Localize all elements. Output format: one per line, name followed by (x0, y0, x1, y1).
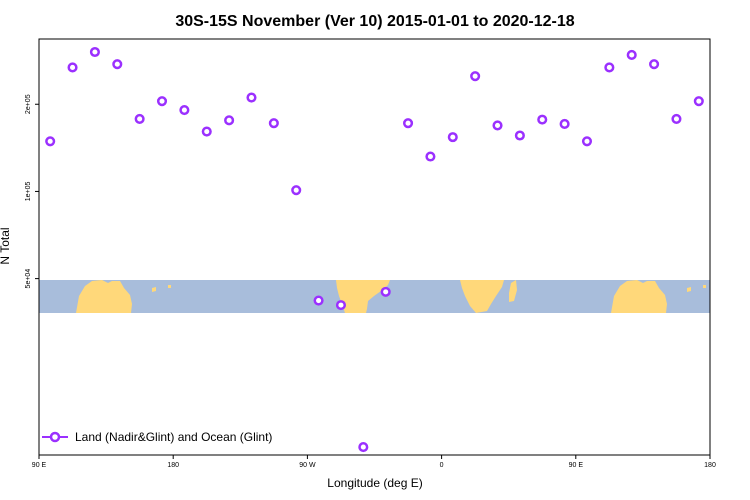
chart-title: 30S-15S November (Ver 10) 2015-01-01 to … (175, 13, 574, 30)
y-tick-label: 5e+04 (25, 269, 32, 289)
data-point (156, 96, 168, 107)
legend-label: Land (Nadir&Glint) and Ocean (Glint) (75, 430, 272, 444)
data-point (604, 62, 615, 73)
data-point (358, 442, 369, 453)
x-tick-label: 90 E (569, 462, 584, 469)
map-band (39, 280, 710, 313)
x-tick-label: 180 (704, 462, 716, 469)
data-point (268, 118, 279, 129)
data-point (246, 92, 257, 103)
data-point (403, 118, 414, 129)
legend-marker (49, 431, 61, 443)
data-point (67, 62, 78, 73)
y-axis: 5e+04 1e+05 2e+05 (25, 94, 39, 288)
data-points (45, 46, 704, 453)
y-tick-label: 1e+05 (25, 181, 32, 201)
data-point (537, 114, 548, 125)
data-point (313, 295, 324, 306)
data-point (447, 132, 458, 143)
data-point (224, 115, 235, 126)
land-southern-africa (460, 280, 504, 313)
x-tick-label: 0 (440, 462, 444, 469)
data-point (470, 71, 481, 82)
data-point (380, 286, 391, 297)
data-point (45, 136, 56, 147)
land-islands-east (687, 285, 706, 292)
data-point (514, 130, 525, 141)
data-point (559, 118, 570, 130)
data-point (626, 49, 637, 60)
x-tick-label: 90 W (299, 462, 316, 469)
land-australia (76, 280, 132, 313)
x-axis: 90 E 180 90 W 0 90 E 180 (32, 455, 716, 469)
data-point (671, 113, 682, 124)
land-australia-repeat (611, 280, 667, 313)
data-point (291, 185, 302, 196)
land-south-america (336, 280, 390, 313)
data-point (693, 96, 704, 107)
data-point (112, 59, 123, 70)
data-point (179, 104, 190, 116)
data-point (89, 46, 100, 58)
x-axis-title: Longitude (deg E) (327, 476, 422, 490)
x-tick-label: 180 (167, 462, 179, 469)
data-point (649, 59, 660, 70)
y-axis-title: N Total (0, 227, 12, 264)
x-tick-label: 90 E (32, 462, 47, 469)
land-islands-west (152, 285, 171, 292)
y-tick-label: 2e+05 (25, 94, 32, 114)
data-point (134, 113, 145, 124)
data-point (581, 136, 593, 147)
data-point (425, 151, 436, 162)
data-point (335, 300, 347, 311)
legend: Land (Nadir&Glint) and Ocean (Glint) (42, 430, 272, 444)
plot-frame (38, 38, 711, 456)
data-point (201, 126, 212, 137)
data-point (492, 120, 503, 131)
land-madagascar (509, 280, 517, 302)
